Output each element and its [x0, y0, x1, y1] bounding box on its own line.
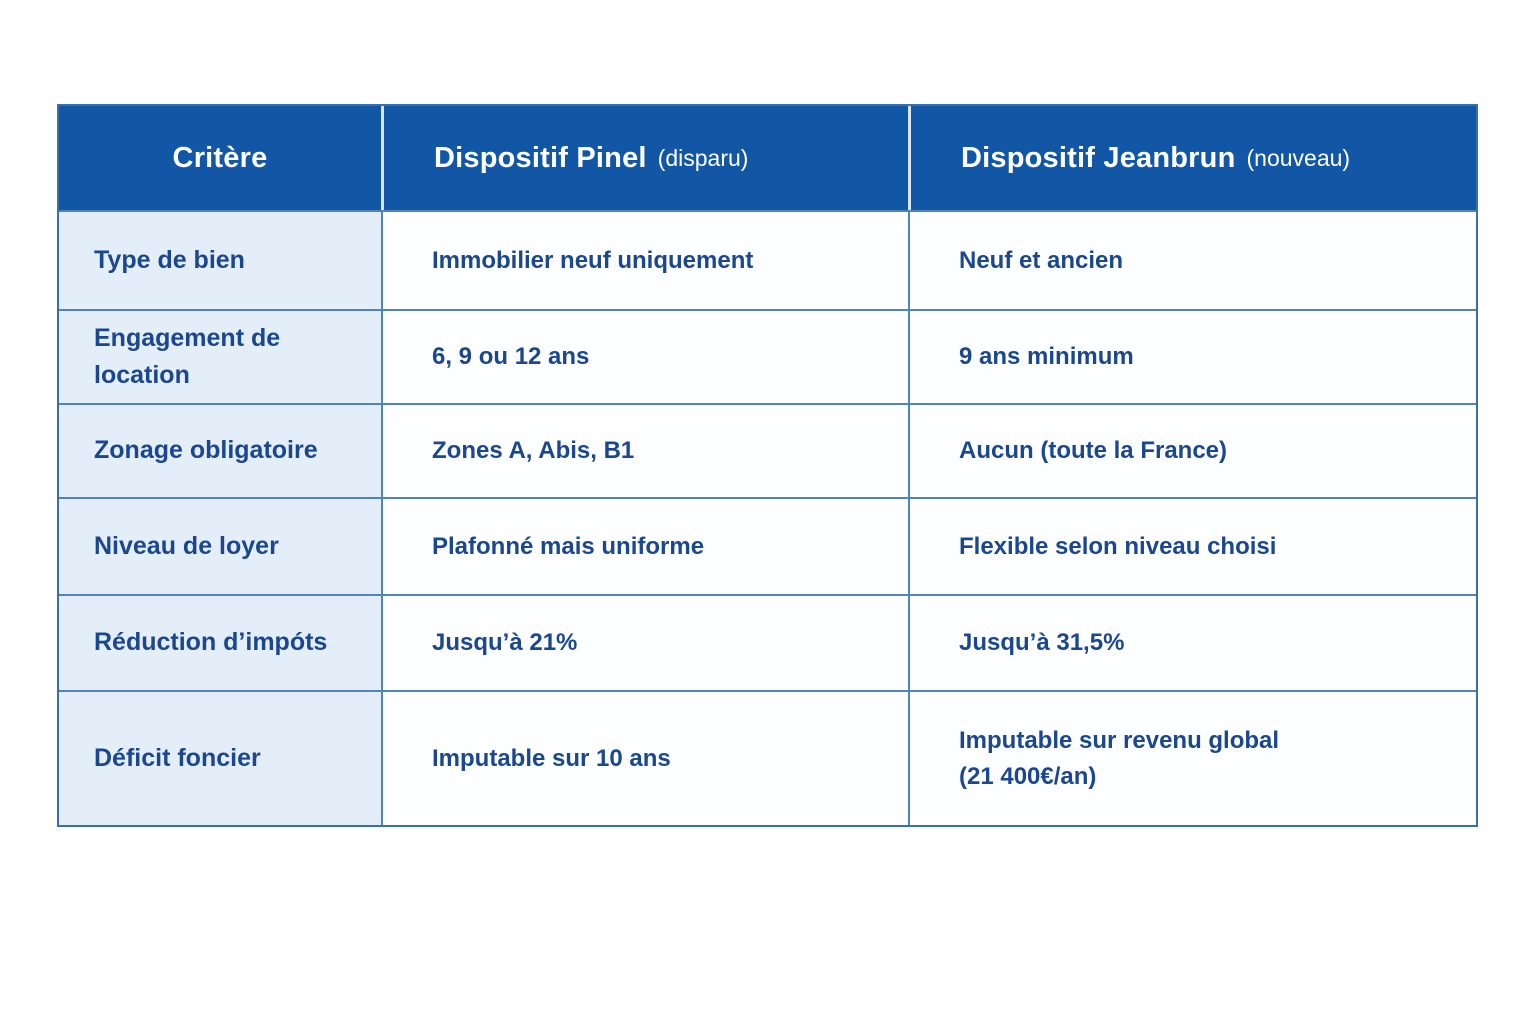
cell-jeanbrun-engagement: 9 ans minimum	[908, 309, 1476, 403]
cell-text: Aucun (toute la France)	[959, 437, 1228, 464]
cell-text: Zonage obligatoire	[94, 436, 318, 465]
cell-text: Jusqu’à 31,5%	[959, 629, 1125, 656]
row-label-engagement: Engagement de location	[59, 309, 381, 403]
cell-pinel-niveau-loyer: Plafonné mais uniforme	[381, 497, 908, 594]
row-label-deficit-foncier: Déficit foncier	[59, 690, 381, 825]
cell-jeanbrun-type-de-bien: Neuf et ancien	[908, 210, 1476, 309]
header-pinel-note: (disparu)	[657, 144, 749, 171]
cell-text: Imputable sur 10 ans	[432, 744, 671, 772]
cell-text: Type de bien	[94, 245, 245, 274]
cell-text: Zones A, Abis, B1	[432, 437, 635, 464]
cell-text: Imputable sur revenu global (21 400€/an)	[959, 726, 1280, 790]
header-cell-jeanbrun: Dispositif Jeanbrun (nouveau)	[908, 106, 1476, 210]
cell-pinel-engagement: 6, 9 ou 12 ans	[381, 309, 908, 403]
header-jeanbrun-label: Dispositif Jeanbrun	[961, 141, 1236, 174]
row-label-type-de-bien: Type de bien	[59, 210, 381, 309]
cell-text: Niveau de loyer	[94, 531, 279, 560]
cell-jeanbrun-zonage: Aucun (toute la France)	[908, 403, 1476, 497]
cell-text: Neuf et ancien	[959, 246, 1124, 274]
cell-pinel-deficit-foncier: Imputable sur 10 ans	[381, 690, 908, 825]
cell-jeanbrun-niveau-loyer: Flexible selon niveau choisi	[908, 497, 1476, 594]
cell-pinel-zonage: Zones A, Abis, B1	[381, 403, 908, 497]
header-jeanbrun-note: (nouveau)	[1246, 144, 1351, 171]
cell-jeanbrun-deficit-foncier: Imputable sur revenu global (21 400€/an)	[908, 690, 1476, 825]
header-critere-label: Critère	[172, 141, 268, 174]
cell-text: 9 ans minimum	[959, 343, 1134, 370]
cell-text: Jusqu’à 21%	[432, 629, 578, 656]
cell-jeanbrun-reduction-impots: Jusqu’à 31,5%	[908, 594, 1476, 690]
row-label-reduction-impots: Réduction d’impóts	[59, 594, 381, 690]
cell-text: Réduction d’impóts	[94, 628, 328, 657]
cell-text: Engagement de location	[94, 323, 281, 390]
cell-text: Flexible selon niveau choisi	[959, 532, 1277, 560]
cell-text: Plafonné mais uniforme	[432, 532, 705, 560]
header-pinel-label: Dispositif Pinel	[434, 141, 647, 174]
cell-text: Immobilier neuf uniquement	[432, 246, 754, 274]
cell-pinel-type-de-bien: Immobilier neuf uniquement	[381, 210, 908, 309]
row-label-zonage: Zonage obligatoire	[59, 403, 381, 497]
row-label-niveau-loyer: Niveau de loyer	[59, 497, 381, 594]
header-cell-pinel: Dispositif Pinel (disparu)	[381, 106, 908, 210]
cell-pinel-reduction-impots: Jusqu’à 21%	[381, 594, 908, 690]
header-cell-critere: Critère	[59, 106, 381, 210]
cell-text: Déficit foncier	[94, 743, 261, 772]
comparison-table: Critère Dispositif Pinel (disparu) Dispo…	[57, 104, 1478, 827]
cell-text: 6, 9 ou 12 ans	[432, 343, 590, 370]
